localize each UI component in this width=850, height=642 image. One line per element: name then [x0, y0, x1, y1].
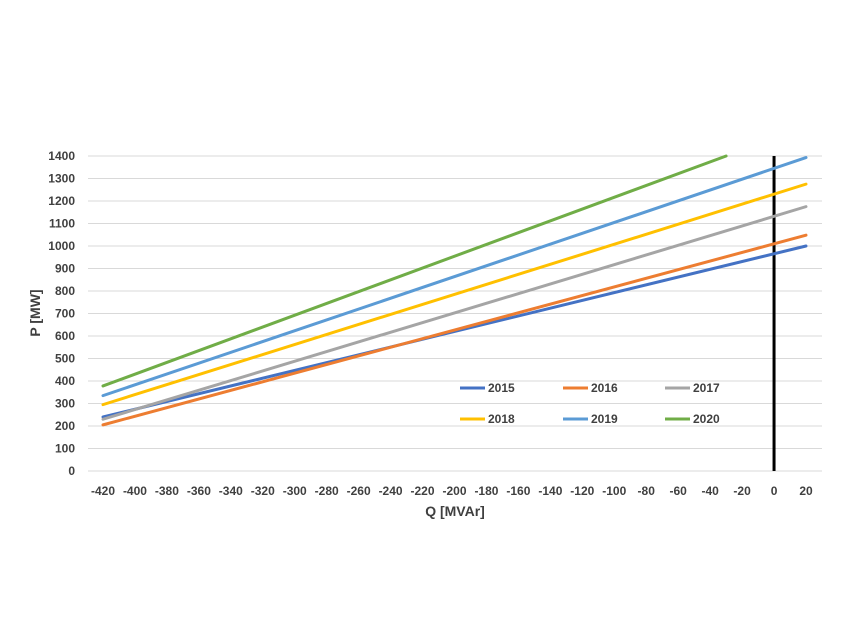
- y-axis-ticks: 0 100 200 300 400 500 600 700 800 900 1000 1100 1200…: [48, 149, 75, 478]
- x-axis-ticks: -420 -400 -380 -360 -340 -320 -300 -280 -260 -240…: [91, 484, 813, 498]
- series-line-2020: [101, 154, 728, 388]
- x-tick-label: -260: [347, 484, 371, 498]
- legend: 2015 2016 2017 2018 2019 2020: [460, 381, 720, 426]
- series-line-2019: [101, 156, 808, 398]
- legend-label-2015: 2015: [488, 381, 515, 395]
- x-tick-label: -160: [506, 484, 530, 498]
- y-tick-label: 100: [55, 442, 75, 456]
- y-tick-label: 400: [55, 374, 75, 388]
- y-tick-label: 900: [55, 262, 75, 276]
- y-tick-label: 800: [55, 284, 75, 298]
- series-line-2018: [101, 182, 808, 407]
- x-tick-label: -140: [538, 484, 562, 498]
- x-tick-label: -220: [411, 484, 435, 498]
- legend-label-2017: 2017: [693, 381, 720, 395]
- x-tick-label: -60: [670, 484, 688, 498]
- x-tick-label: 20: [799, 484, 813, 498]
- x-tick-label: -180: [474, 484, 498, 498]
- y-tick-label: 1300: [48, 172, 75, 186]
- x-tick-label: -100: [602, 484, 626, 498]
- x-tick-label: -80: [638, 484, 656, 498]
- x-tick-label: -420: [91, 484, 115, 498]
- y-tick-label: 700: [55, 307, 75, 321]
- x-tick-label: -320: [251, 484, 275, 498]
- x-tick-label: -300: [283, 484, 307, 498]
- x-tick-label: -200: [442, 484, 466, 498]
- legend-label-2020: 2020: [693, 412, 720, 426]
- x-tick-label: -120: [570, 484, 594, 498]
- y-tick-label: 1000: [48, 239, 75, 253]
- x-tick-label: -20: [733, 484, 751, 498]
- x-tick-label: -280: [315, 484, 339, 498]
- legend-label-2019: 2019: [591, 412, 618, 426]
- x-tick-label: 0: [771, 484, 778, 498]
- y-tick-label: 1400: [48, 149, 75, 163]
- x-tick-label: -40: [701, 484, 719, 498]
- y-tick-label: 1100: [49, 217, 75, 231]
- x-tick-label: -380: [155, 484, 179, 498]
- series-line-2016: [101, 233, 808, 427]
- y-tick-label: 200: [55, 419, 75, 433]
- x-tick-label: -360: [187, 484, 211, 498]
- y-tick-label: 0: [68, 464, 75, 478]
- legend-label-2018: 2018: [488, 412, 515, 426]
- x-tick-label: -400: [123, 484, 147, 498]
- series-line-2017: [101, 205, 808, 421]
- x-tick-label: -240: [379, 484, 403, 498]
- y-axis-title: P [MW]: [27, 289, 43, 336]
- y-tick-label: 500: [55, 352, 75, 366]
- legend-label-2016: 2016: [591, 381, 618, 395]
- series-layer: [101, 154, 808, 427]
- x-tick-label: -340: [219, 484, 243, 498]
- x-axis-title: Q [MVAr]: [425, 503, 485, 519]
- y-tick-label: 300: [55, 397, 75, 411]
- y-tick-label: 1200: [48, 194, 75, 208]
- y-tick-label: 600: [55, 329, 75, 343]
